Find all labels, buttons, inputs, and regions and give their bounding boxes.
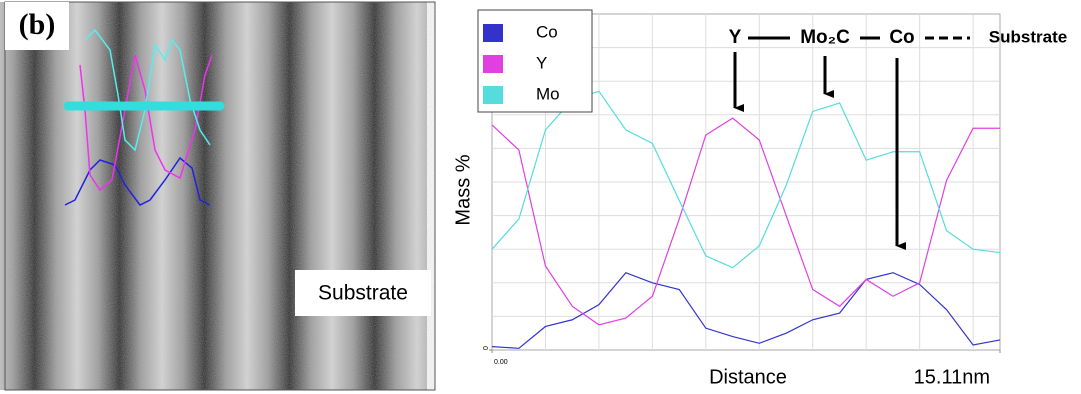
annotation: Mo₂C	[800, 27, 850, 48]
legend-label: Co	[536, 22, 558, 41]
legend-swatch	[483, 55, 503, 73]
image-label: Substrate	[318, 282, 408, 305]
annotation: Y	[729, 27, 742, 48]
legend-label: Y	[536, 53, 547, 72]
x-axis-label: Distance	[709, 366, 787, 388]
x-tick-label: 0.00	[494, 359, 508, 366]
legend-swatch	[483, 86, 503, 104]
x-tick-label: 15.11nm	[914, 366, 990, 388]
y-tick-label: 0	[483, 346, 490, 350]
panel-label: (b)	[19, 8, 56, 41]
micrograph: (b) Substrate	[0, 1, 436, 391]
annotation-connectors	[733, 36, 970, 250]
series-line	[491, 272, 1001, 349]
y-axis-label: Mass %	[452, 154, 474, 225]
legend-label: Mo	[536, 84, 560, 103]
legend-swatch	[483, 24, 503, 42]
annotation: Substrate	[989, 27, 1067, 46]
series-line	[491, 117, 1000, 326]
annotation: Co	[889, 27, 914, 48]
